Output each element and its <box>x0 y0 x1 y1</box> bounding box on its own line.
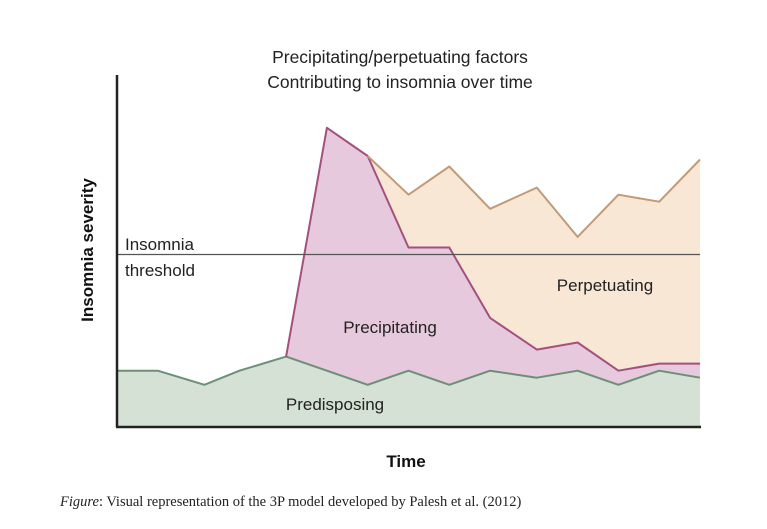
caption-figure-label: Figure <box>60 494 99 510</box>
line-perpetuating <box>367 155 701 238</box>
area-predisposing <box>117 356 700 427</box>
areas-layer <box>117 126 701 427</box>
area-precipitating <box>286 127 700 385</box>
y-axis-label: Insomnia severity <box>78 178 97 322</box>
caption-text: : Visual representation of the 3P model … <box>98 494 522 510</box>
chart-title-line-1: Precipitating/perpetuating factors <box>272 47 528 67</box>
chart-title-line-2: Contributing to insomnia over time <box>267 72 533 92</box>
line-precipitating <box>285 126 700 372</box>
threshold-label-line-1: Insomnia <box>125 235 195 254</box>
x-axis-label: Time <box>386 452 425 471</box>
series-label-perpetuating: Perpetuating <box>557 276 653 295</box>
series-label-predisposing: Predisposing <box>286 395 384 414</box>
threshold-label-line-2: threshold <box>125 261 195 280</box>
area-perpetuating <box>367 156 700 371</box>
series-label-precipitating: Precipitating <box>343 318 437 337</box>
figure-caption: Figure: Visual representation of the 3P … <box>60 494 521 511</box>
line-predisposing <box>117 355 701 386</box>
